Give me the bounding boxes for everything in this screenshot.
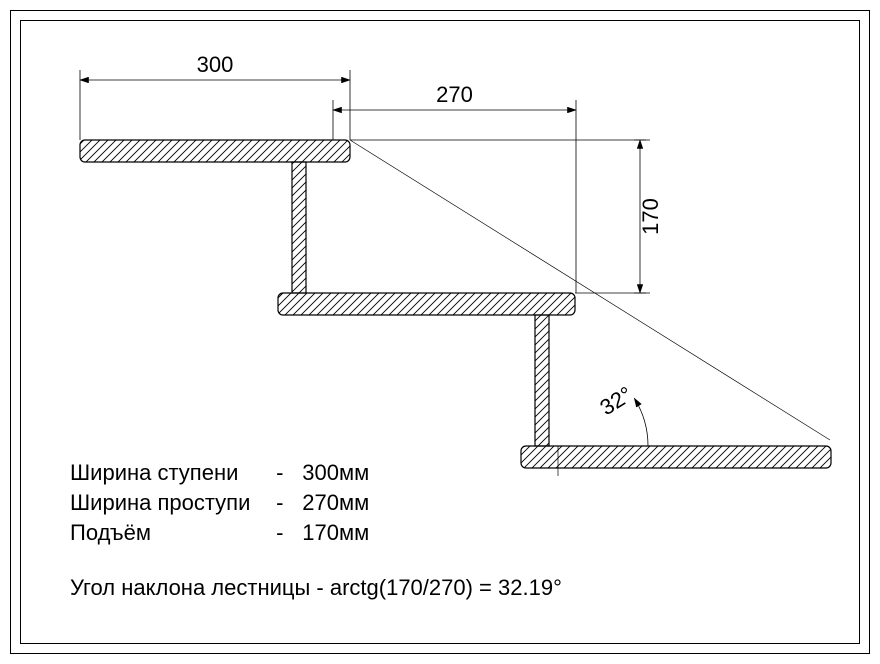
step-tread-3 — [521, 446, 831, 468]
step-tread-2 — [278, 293, 575, 315]
dimension-rise-label: 170 — [638, 198, 663, 235]
legend-label: Ширина ступени — [70, 460, 270, 486]
step-tread-1 — [80, 140, 350, 162]
dimension-going-label: 270 — [436, 82, 473, 107]
legend-row-going: Ширина проступи - 270мм — [70, 490, 369, 516]
slope-line — [350, 140, 830, 440]
legend-value: 300мм — [302, 460, 369, 485]
legend-value: 270мм — [302, 490, 369, 515]
step-riser-1 — [292, 162, 306, 293]
legend-row-rise: Подъём - 170мм — [70, 520, 369, 546]
staircase-diagram: 300 270 170 32° — [20, 20, 860, 644]
step-riser-2 — [535, 315, 549, 446]
legend-dash: - — [276, 460, 296, 486]
legend-value: 170мм — [302, 520, 369, 545]
legend-dash: - — [276, 490, 296, 516]
legend-row-step-width: Ширина ступени - 300мм — [70, 460, 369, 486]
angle-formula: Угол наклона лестницы - arctg(170/270) =… — [70, 575, 562, 601]
dimension-step-width-label: 300 — [197, 52, 234, 77]
legend-label: Ширина проступи — [70, 490, 270, 516]
angle-arc — [634, 398, 648, 446]
legend-label: Подъём — [70, 520, 270, 546]
legend-dash: - — [276, 520, 296, 546]
angle-label: 32° — [595, 381, 636, 420]
